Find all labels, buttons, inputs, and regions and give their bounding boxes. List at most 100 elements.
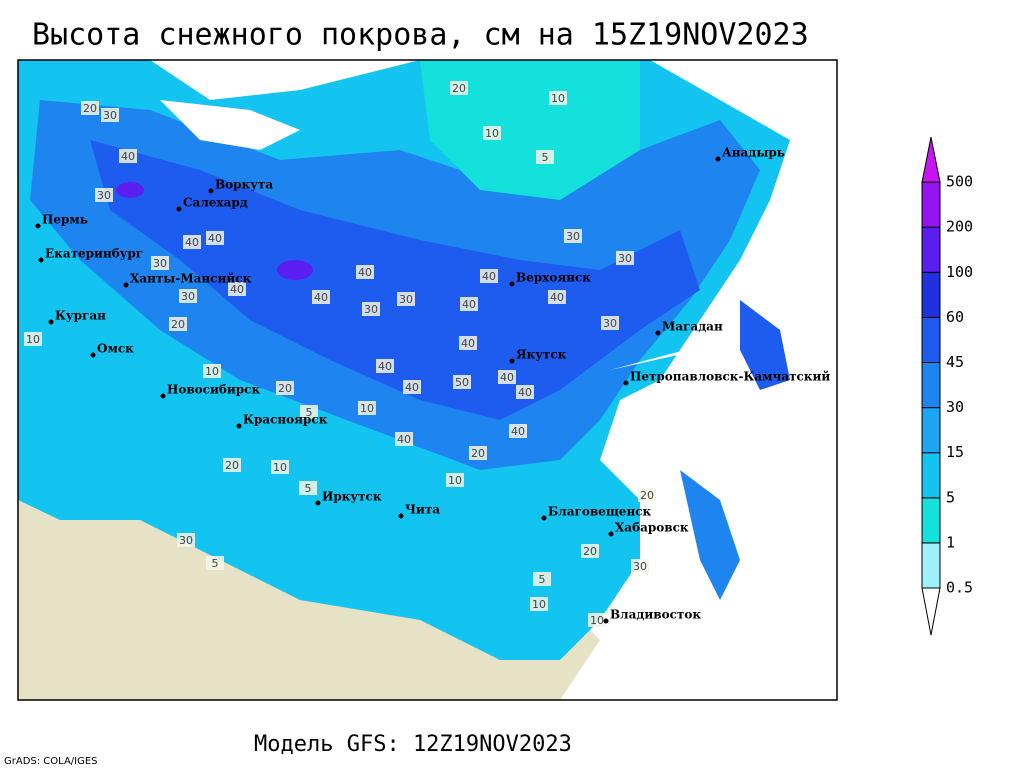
contour-label-box <box>459 336 477 350</box>
contour-label: 40 <box>550 291 564 304</box>
contour-label-box <box>533 572 551 586</box>
contour-label: 40 <box>461 337 475 350</box>
contour-label-box <box>179 289 197 303</box>
colorbar-bin <box>921 407 941 454</box>
contour-label: 30 <box>603 317 617 330</box>
city-dot <box>48 319 54 325</box>
contour-label-box <box>362 302 380 316</box>
colorbar-bin <box>921 316 941 363</box>
contour-label: 40 <box>462 298 476 311</box>
contour-label: 40 <box>314 291 328 304</box>
city-name: Иркутск <box>322 490 382 504</box>
city-name: Хабаровск <box>615 521 689 535</box>
contour-label-box <box>549 91 567 105</box>
contour-label-box <box>169 317 187 331</box>
contour-label: 20 <box>278 382 292 395</box>
contour-label-box <box>536 150 554 164</box>
sea-okhotsk <box>610 180 837 700</box>
sea-kara <box>160 100 300 150</box>
contour-label: 20 <box>171 318 185 331</box>
contour-label: 40 <box>208 232 222 245</box>
contour-label: 40 <box>500 371 514 384</box>
contour-label-box <box>397 292 415 306</box>
contour-label: 40 <box>185 236 199 249</box>
contour-label-box <box>206 556 224 570</box>
city-dot <box>160 393 166 399</box>
city-dot <box>608 531 614 537</box>
map-labels: 20 10 10 5 20 30 40 30 40 40 30 40 40 30 40 40 30 40 30 30 3… <box>24 81 830 627</box>
contour-label-box <box>228 282 246 296</box>
city-dot <box>623 380 629 386</box>
contour-label-box <box>509 424 527 438</box>
city-name: Магадан <box>662 320 723 334</box>
city-name: Пермь <box>42 213 88 227</box>
contour-label: 5 <box>542 151 549 164</box>
city-name: Ханты-Мансийск <box>130 272 252 286</box>
contour-label: 30 <box>618 252 632 265</box>
contour-label: 30 <box>103 109 117 122</box>
city-name: Омск <box>97 342 134 356</box>
colorbar-bin <box>921 497 941 544</box>
contour-label-box <box>588 613 606 627</box>
contour-label-box <box>453 375 471 389</box>
contour-label: 30 <box>181 290 195 303</box>
contour-label: 40 <box>378 360 392 373</box>
contour-label-box <box>271 460 289 474</box>
contour-label: 30 <box>153 257 167 270</box>
snow-100-200 <box>277 260 313 280</box>
city-name: Верхоянск <box>516 271 591 285</box>
contour-label-box <box>638 488 656 502</box>
map-frame <box>17 59 838 701</box>
contour-label: 10 <box>551 92 565 105</box>
city-name: Новосибирск <box>167 383 260 397</box>
contour-label-box <box>480 269 498 283</box>
contour-label: 10 <box>26 333 40 346</box>
contour-label: 20 <box>452 82 466 95</box>
contour-label-box <box>498 370 516 384</box>
contour-label-box <box>223 458 241 472</box>
contour-label-box <box>358 401 376 415</box>
colorbar-label: 1 <box>946 533 955 551</box>
contour-label: 20 <box>640 489 654 502</box>
contour-label: 20 <box>83 102 97 115</box>
model-label: Модель GFS: 12Z19NOV2023 <box>254 732 572 757</box>
colorbar-label: 45 <box>946 353 964 371</box>
city-dot <box>715 156 721 162</box>
city-dot <box>655 330 661 336</box>
colorbar-bin <box>921 226 941 273</box>
contour-label: 40 <box>482 270 496 283</box>
contour-label-box <box>581 544 599 558</box>
contour-label: 40 <box>121 150 135 163</box>
map <box>17 59 838 701</box>
city-name: Чита <box>405 503 440 517</box>
contour-label: 40 <box>511 425 525 438</box>
colorbar-bin <box>921 452 941 499</box>
colorbar-bin <box>921 587 941 636</box>
colorbar-bin <box>921 181 941 228</box>
city-name: Анадырь <box>722 146 785 160</box>
contour-label-box <box>376 359 394 373</box>
contour-label: 30 <box>399 293 413 306</box>
contour-label-box <box>631 559 649 573</box>
contour-label: 30 <box>97 189 111 202</box>
contour-label-box <box>548 290 566 304</box>
contour-label-box <box>101 108 119 122</box>
contour-label: 10 <box>485 127 499 140</box>
city-dot <box>398 513 404 519</box>
contour-label-box <box>483 126 501 140</box>
city-dot <box>509 281 515 287</box>
contour-label: 30 <box>633 560 647 573</box>
colorbar-bin <box>921 271 941 318</box>
contour-label: 5 <box>306 406 313 419</box>
colorbar-label: 500 <box>946 173 973 191</box>
contour-label-box <box>530 597 548 611</box>
title: Высота снежного покрова, см на 15Z19NOV2… <box>32 18 809 53</box>
colorbar-label: 30 <box>946 398 964 416</box>
colorbar-label: 5 <box>946 488 955 506</box>
contour-label-box <box>95 188 113 202</box>
contour-label-box <box>460 297 478 311</box>
city-dot <box>123 282 129 288</box>
city-dot <box>509 358 515 364</box>
